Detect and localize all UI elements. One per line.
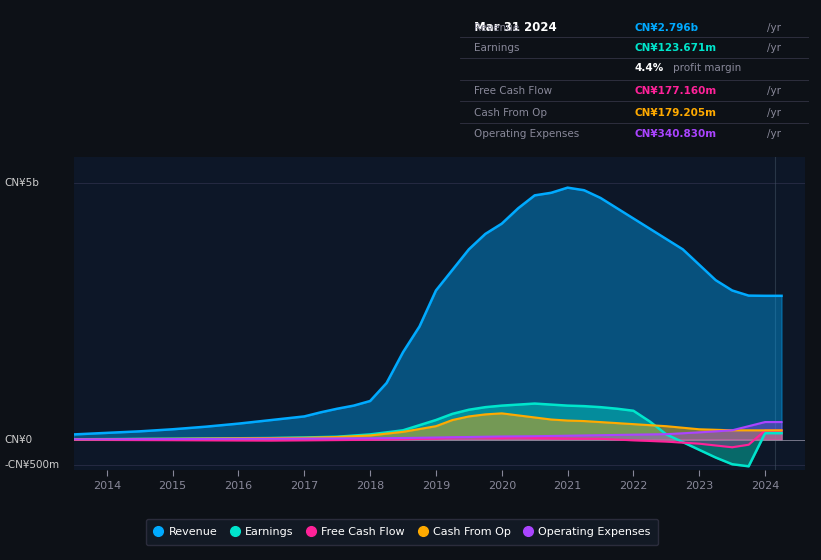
Text: -CN¥500m: -CN¥500m [4, 460, 59, 470]
Text: Revenue: Revenue [474, 24, 519, 34]
Text: /yr: /yr [767, 86, 781, 96]
Text: CN¥5b: CN¥5b [4, 178, 39, 188]
Text: /yr: /yr [767, 43, 781, 53]
Text: CN¥179.205m: CN¥179.205m [635, 108, 716, 118]
Legend: Revenue, Earnings, Free Cash Flow, Cash From Op, Operating Expenses: Revenue, Earnings, Free Cash Flow, Cash … [146, 519, 658, 545]
Text: CN¥177.160m: CN¥177.160m [635, 86, 717, 96]
Text: /yr: /yr [767, 24, 781, 34]
Text: CN¥340.830m: CN¥340.830m [635, 129, 717, 139]
Text: CN¥0: CN¥0 [4, 435, 32, 445]
Text: /yr: /yr [767, 129, 781, 139]
Text: Free Cash Flow: Free Cash Flow [474, 86, 552, 96]
Text: Mar 31 2024: Mar 31 2024 [474, 21, 557, 34]
Text: profit margin: profit margin [672, 63, 741, 73]
Text: CN¥2.796b: CN¥2.796b [635, 24, 699, 34]
Text: Earnings: Earnings [474, 43, 519, 53]
Text: 4.4%: 4.4% [635, 63, 663, 73]
Text: CN¥123.671m: CN¥123.671m [635, 43, 717, 53]
Text: Operating Expenses: Operating Expenses [474, 129, 579, 139]
Text: Cash From Op: Cash From Op [474, 108, 547, 118]
Text: /yr: /yr [767, 108, 781, 118]
